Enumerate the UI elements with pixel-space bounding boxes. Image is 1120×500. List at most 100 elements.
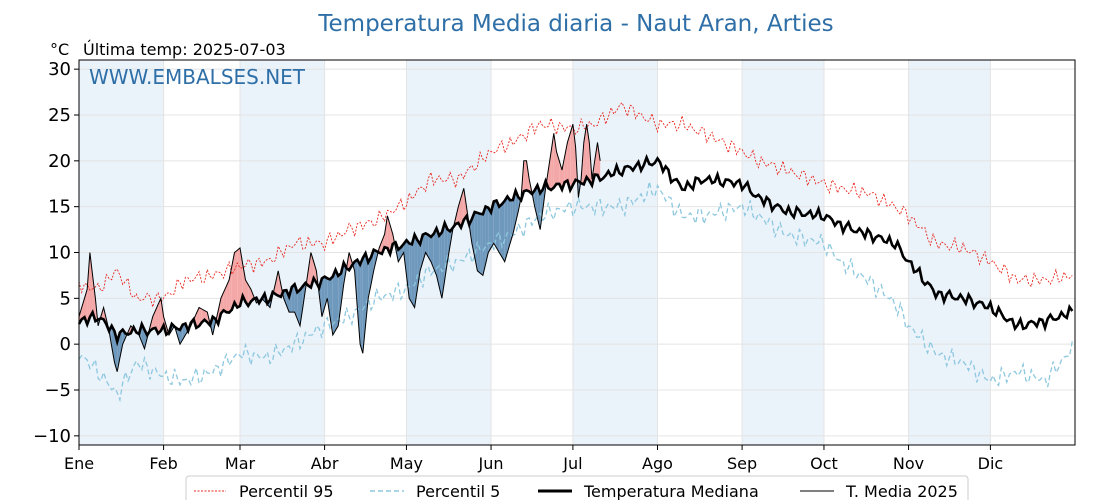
y-tick-label: 20 xyxy=(48,151,71,172)
above-median-fill xyxy=(242,264,246,302)
below-median-fill xyxy=(441,223,445,299)
above-median-fill xyxy=(384,215,388,249)
x-tick-label: Jun xyxy=(478,454,504,473)
above-median-fill xyxy=(594,142,598,175)
below-median-fill xyxy=(321,276,325,317)
below-median-fill xyxy=(433,228,437,276)
below-median-fill xyxy=(428,234,431,262)
above-median-fill xyxy=(155,304,159,334)
above-median-fill xyxy=(152,310,156,329)
x-tick-label: Ago xyxy=(642,454,673,473)
legend-median-label: Temperatura Mediana xyxy=(583,482,759,500)
below-median-fill xyxy=(474,212,478,271)
above-median-fill xyxy=(81,298,85,320)
below-median-fill xyxy=(431,233,434,269)
series-median-line xyxy=(77,153,1074,347)
below-median-fill xyxy=(291,284,295,313)
below-median-fill xyxy=(507,196,511,253)
anomaly-fills xyxy=(79,124,601,372)
series-lines xyxy=(77,101,1074,403)
below-median-fill xyxy=(436,228,440,287)
below-median-fill xyxy=(447,229,451,262)
above-median-fill xyxy=(564,142,568,183)
above-median-fill xyxy=(461,188,464,228)
legend-box xyxy=(185,475,969,500)
below-median-fill xyxy=(335,269,339,331)
below-median-fill xyxy=(502,200,505,262)
y-tick-label: 30 xyxy=(48,59,71,80)
below-median-fill xyxy=(332,269,336,335)
above-median-fill xyxy=(553,133,557,188)
above-median-fill xyxy=(308,252,311,288)
x-tick-label: Abr xyxy=(311,454,339,473)
x-tick-label: Nov xyxy=(893,454,924,473)
below-median-fill xyxy=(417,240,421,290)
below-median-fill xyxy=(360,258,363,354)
above-median-fill xyxy=(226,280,230,313)
below-median-fill xyxy=(425,233,429,258)
above-median-fill xyxy=(379,241,382,254)
below-median-fill xyxy=(537,185,541,230)
above-median-fill xyxy=(87,252,90,325)
below-median-fill xyxy=(119,329,123,358)
y-tick-label: 25 xyxy=(48,105,71,126)
below-median-fill xyxy=(297,289,300,326)
x-tick-label: Feb xyxy=(149,454,177,473)
below-median-fill xyxy=(504,196,508,262)
series-p5-line xyxy=(78,181,1073,403)
above-median-fill xyxy=(548,151,552,190)
below-median-fill xyxy=(534,185,538,219)
watermark: WWW.EMBALSES.NET xyxy=(89,65,306,89)
x-tick-label: Dic xyxy=(978,454,1004,473)
legend: Percentil 95 Percentil 5 Temperatura Med… xyxy=(185,475,969,500)
x-tick-label: Sep xyxy=(727,454,757,473)
below-median-fill xyxy=(373,249,377,271)
above-median-fill xyxy=(237,247,240,308)
x-tick-label: Mar xyxy=(225,454,256,473)
series-2025-line xyxy=(78,124,601,372)
above-median-fill xyxy=(523,160,527,192)
below-median-fill xyxy=(512,190,516,235)
below-median-fill xyxy=(439,232,442,299)
above-median-fill xyxy=(234,250,238,308)
below-median-fill xyxy=(480,213,483,276)
below-median-fill xyxy=(496,200,500,253)
below-median-fill xyxy=(485,206,489,264)
above-median-fill xyxy=(245,280,249,306)
below-median-fill xyxy=(327,278,330,317)
above-median-fill xyxy=(158,298,161,334)
legend-p5-label: Percentil 5 xyxy=(416,482,500,500)
legend-p95-label: Percentil 95 xyxy=(239,482,334,500)
below-median-fill xyxy=(283,290,287,306)
chart-title: Temperatura Media diaria - Naut Aran, Ar… xyxy=(317,11,833,37)
below-median-fill xyxy=(338,273,341,326)
below-median-fill xyxy=(111,325,115,363)
below-median-fill xyxy=(300,286,303,326)
below-median-fill xyxy=(357,259,361,345)
above-median-fill xyxy=(597,142,601,181)
above-median-fill xyxy=(275,270,279,296)
below-median-fill xyxy=(510,200,513,244)
x-tick-label: Jul xyxy=(562,454,582,473)
y-tick-label: 0 xyxy=(60,334,71,355)
y-tick-label: 15 xyxy=(48,197,71,218)
above-median-fill xyxy=(160,298,164,331)
below-median-fill xyxy=(540,189,543,230)
below-median-fill xyxy=(406,240,410,299)
y-tick-label: −5 xyxy=(44,380,71,401)
y-tick-label: −10 xyxy=(33,426,71,447)
below-median-fill xyxy=(482,206,486,276)
above-median-fill xyxy=(92,275,96,322)
y-tick-label: 10 xyxy=(48,243,71,264)
above-median-fill xyxy=(567,133,571,191)
y-axis: −10 −5 0 5 10 15 20 25 30 xyxy=(33,59,79,447)
below-median-fill xyxy=(365,253,369,326)
below-median-fill xyxy=(515,190,519,223)
below-median-fill xyxy=(411,234,415,308)
x-tick-label: Ene xyxy=(64,454,94,473)
above-median-fill xyxy=(89,252,93,317)
x-tick-label: May xyxy=(390,454,423,473)
above-median-fill xyxy=(278,270,281,297)
above-median-fill xyxy=(570,124,573,191)
